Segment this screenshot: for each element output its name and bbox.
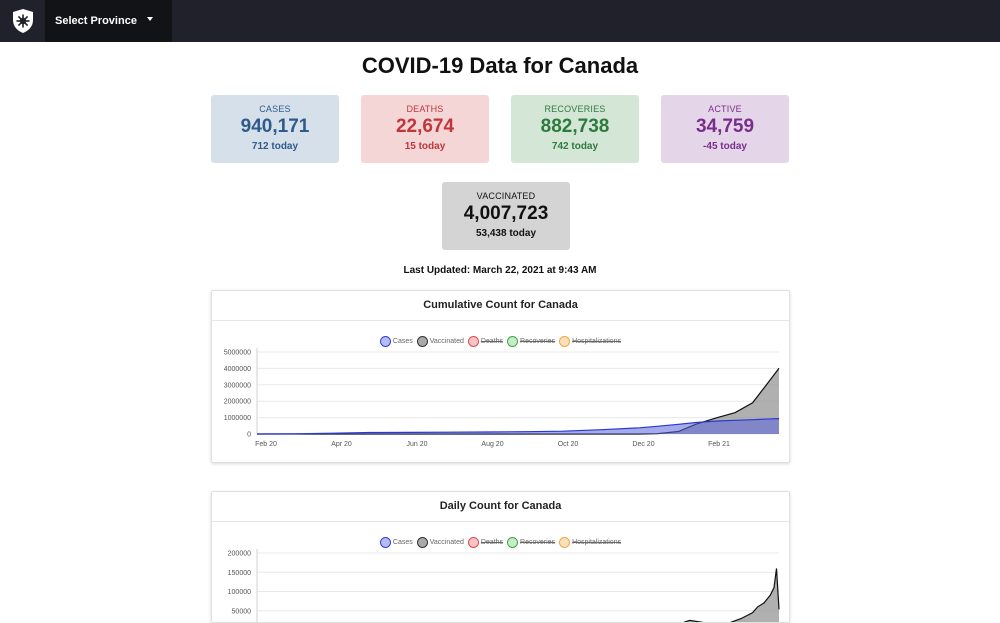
y-tick-label: 4000000 [224,366,251,373]
legend-label: Deaths [480,539,504,546]
recoveries-card: RECOVERIES 882,738 742 today [511,95,639,163]
cases-today: 712 today [251,141,299,152]
legend-label: Recoveries [520,539,556,546]
legend-swatch [379,537,391,548]
legend-label: Vaccinated [429,338,464,345]
page-title: COVID-19 Data for Canada [361,53,639,78]
legend-label: Hospitalizations [572,539,622,546]
recoveries-value: 882,738 [540,116,610,137]
legend-swatch [559,537,571,548]
deaths-label: DEATHS [406,104,444,114]
home-logo[interactable] [0,0,45,42]
legend-label: Vaccinated [429,539,464,546]
legend-swatch [416,537,428,548]
deaths-today: 15 today [404,141,446,152]
x-tick-label: Jun 20 [406,441,427,448]
last-updated: Last Updated: March 22, 2021 at 9:43 AM [403,265,597,276]
legend-swatch [467,336,479,347]
legend-label: Hospitalizations [572,338,622,345]
legend-item-hospitalizations[interactable]: Hospitalizations [559,336,621,347]
vaccinated-label: VACCINATED [476,191,536,201]
recoveries-today: 742 today [551,141,599,152]
series-area-cases [257,418,779,434]
legend-label: Cases [392,539,413,546]
x-tick-label: Dec 20 [632,441,654,448]
daily-chart-title: Daily Count for Canada [212,492,789,522]
cases-value: 940,171 [240,116,310,137]
top-navbar: Select Province [0,0,1000,42]
active-today: -45 today [703,141,747,152]
y-tick-label: 100000 [228,589,251,596]
legend-label: Cases [392,338,413,345]
legend-item-vaccinated[interactable]: Vaccinated [416,537,464,548]
legend-item-hospitalizations[interactable]: Hospitalizations [559,537,621,548]
legend-item-recoveries[interactable]: Recoveries [507,537,555,548]
legend-swatch [467,537,479,548]
legend-item-cases[interactable]: Cases [379,537,413,548]
cumulative-chart: 5000000 4000000 3000000 2000000 1000000 0 Feb … [224,348,780,448]
vaccinated-value: 4,007,723 [463,203,549,224]
legend-item-deaths[interactable]: Deaths [467,537,504,548]
x-tick-label: Apr 20 [331,441,352,448]
y-tick-label: 50000 [232,608,252,615]
cumulative-chart-panel: Cumulative Count for Canada Cases Vaccina… [211,290,790,463]
y-tick-label: 1000000 [224,415,251,422]
active-label: ACTIVE [708,104,742,114]
x-tick-label: Oct 20 [558,441,579,448]
shield-maple-leaf-icon [12,9,33,33]
recoveries-label: RECOVERIES [544,104,606,114]
vaccinated-card: VACCINATED 4,007,723 53,438 today [442,182,570,250]
series-area-vaccinated [684,568,779,622]
legend-label: Recoveries [520,338,556,345]
cumulative-chart-title: Cumulative Count for Canada [212,291,789,321]
vaccinated-today: 53,438 today [475,228,537,239]
active-card: ACTIVE 34,759 -45 today [661,95,789,163]
cases-card: CASES 940,171 712 today [211,95,339,163]
x-tick-label: Feb 20 [255,441,277,448]
legend-swatch [507,537,519,548]
deaths-value: 22,674 [395,116,455,137]
active-value: 34,759 [695,116,755,137]
series-line-cases [256,418,780,435]
legend-item-vaccinated[interactable]: Vaccinated [416,336,464,347]
y-tick-label: 2000000 [224,399,251,406]
legend-swatch [379,336,391,347]
legend-item-cases[interactable]: Cases [379,336,413,347]
x-tick-label: Aug 20 [481,441,503,448]
province-dropdown[interactable]: Select Province [45,0,172,42]
daily-chart: 200000 150000 100000 50000 [228,549,780,622]
y-tick-label: 150000 [228,570,251,577]
deaths-card: DEATHS 22,674 15 today [361,95,489,163]
daily-chart-panel: Daily Count for Canada Cases Vaccinated De… [211,491,790,623]
chart-legend: Cases Vaccinated Deaths Recoveries Hospitali… [212,336,789,347]
legend-swatch [416,336,428,347]
legend-item-deaths[interactable]: Deaths [467,336,504,347]
cases-label: CASES [259,104,291,114]
chevron-down-icon [146,17,153,21]
chart-legend: Cases Vaccinated Deaths Recoveries Hospitali… [212,537,789,548]
x-tick-label: Feb 21 [708,441,730,448]
y-tick-label: 0 [247,432,251,439]
legend-item-recoveries[interactable]: Recoveries [507,336,555,347]
legend-label: Deaths [480,338,504,345]
province-dropdown-label: Select Province [55,15,137,27]
y-tick-label: 200000 [228,551,251,558]
y-tick-label: 5000000 [224,350,251,357]
y-tick-label: 3000000 [224,382,251,389]
legend-swatch [559,336,571,347]
legend-swatch [507,336,519,347]
